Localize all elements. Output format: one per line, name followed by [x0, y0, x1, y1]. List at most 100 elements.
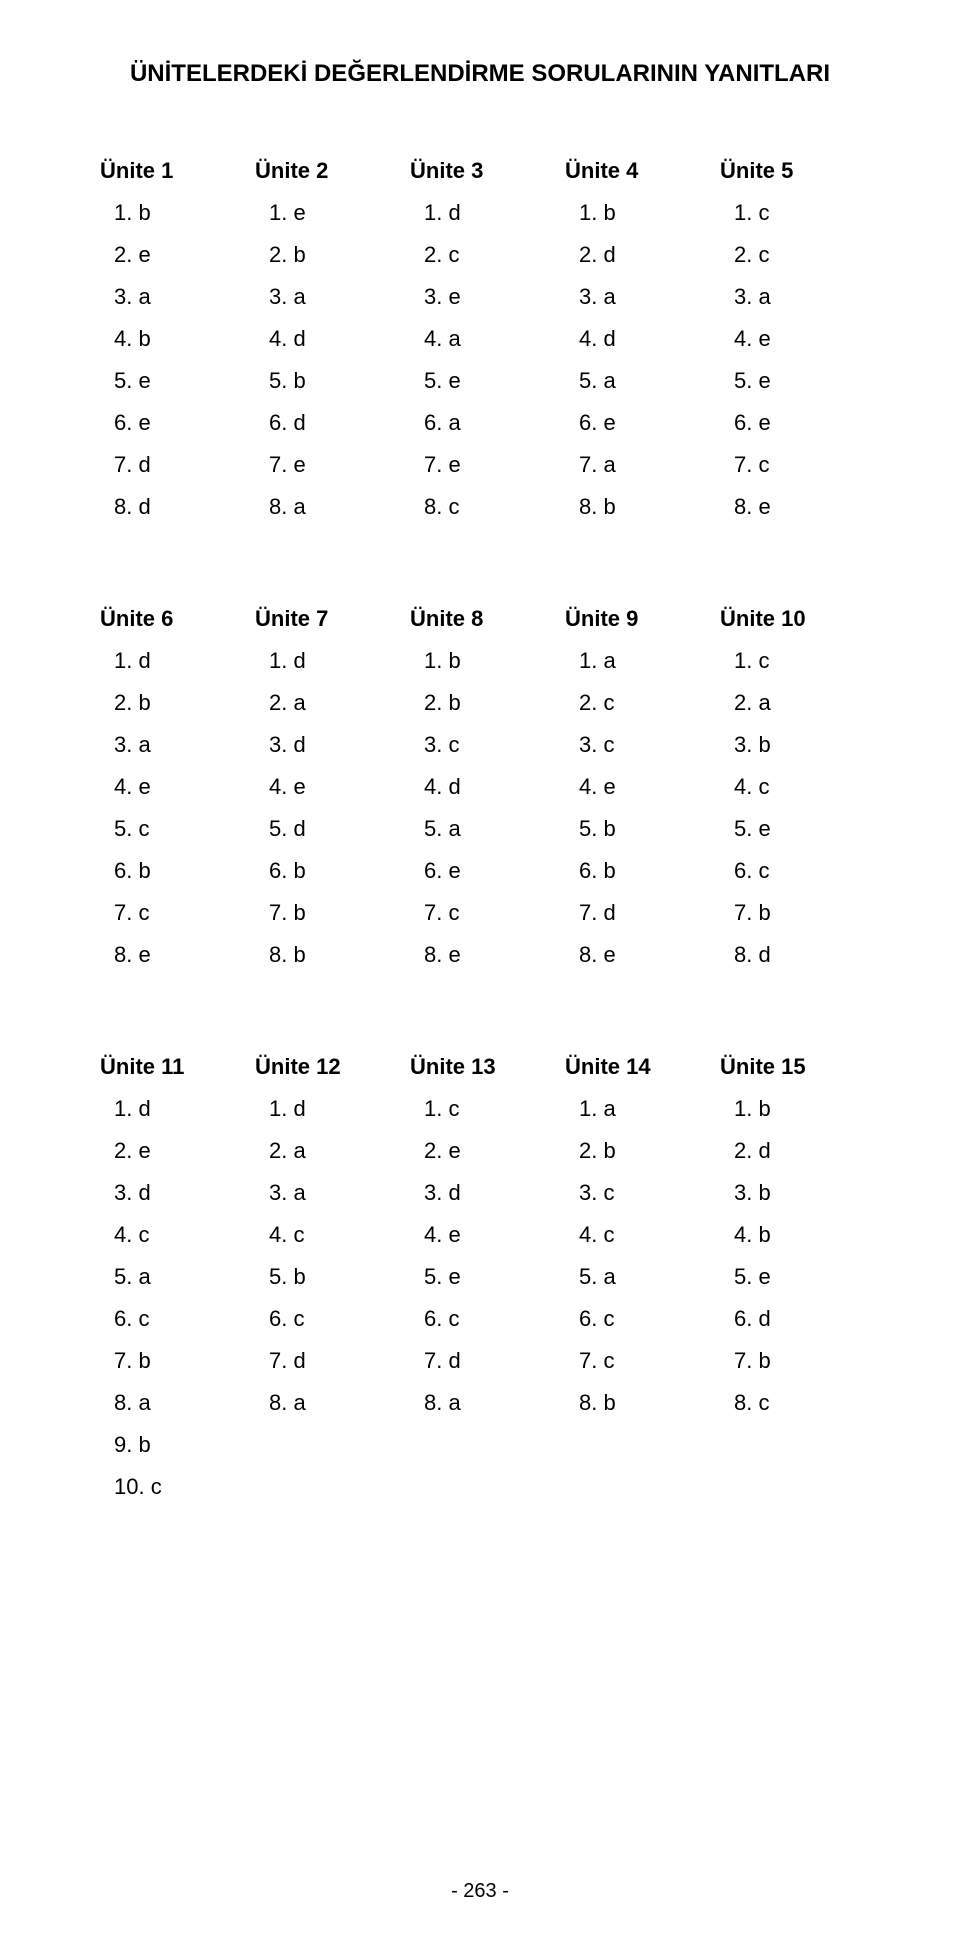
page: ÜNİTELERDEKİ DEĞERLENDİRME SORULARININ Y…	[0, 0, 960, 1953]
unit-header: Ünite 9	[565, 606, 705, 632]
answer-row: 3. a	[565, 284, 705, 310]
unit-header: Ünite 4	[565, 158, 705, 184]
answer-row: 7. d	[565, 900, 705, 926]
answer-row: 3. a	[100, 284, 240, 310]
answer-row: 2. e	[100, 1138, 240, 1164]
answer-row: 3. a	[100, 732, 240, 758]
answer-row: 4. b	[720, 1222, 860, 1248]
unit-column: Ünite 31. d2. c3. e4. a5. e6. a7. e8. c	[410, 158, 550, 536]
answer-row: 7. c	[565, 1348, 705, 1374]
answer-row: 5. e	[720, 1264, 860, 1290]
unit-header: Ünite 14	[565, 1054, 705, 1080]
answer-row: 2. b	[100, 690, 240, 716]
answer-row: 2. c	[410, 242, 550, 268]
answer-row: 2. d	[720, 1138, 860, 1164]
answer-row: 8. e	[565, 942, 705, 968]
answer-row: 8. c	[410, 494, 550, 520]
answer-row: 5. b	[255, 1264, 395, 1290]
answer-row: 4. d	[410, 774, 550, 800]
answer-row: 1. b	[720, 1096, 860, 1122]
answer-row: 5. d	[255, 816, 395, 842]
unit-column: Ünite 51. c2. c3. a4. e5. e6. e7. c8. e	[720, 158, 860, 536]
unit-column: Ünite 121. d2. a3. a4. c5. b6. c7. d8. a	[255, 1054, 395, 1516]
answer-row: 1. d	[410, 200, 550, 226]
answer-row: 6. c	[720, 858, 860, 884]
answer-row: 7. b	[720, 1348, 860, 1374]
unit-column: Ünite 41. b2. d3. a4. d5. a6. e7. a8. b	[565, 158, 705, 536]
answer-row: 3. d	[410, 1180, 550, 1206]
page-number: - 263 -	[0, 1880, 960, 1903]
answer-row: 8. b	[255, 942, 395, 968]
answer-row: 8. a	[255, 1390, 395, 1416]
answer-row: 2. b	[565, 1138, 705, 1164]
answer-row: 6. e	[565, 410, 705, 436]
answer-row: 3. b	[720, 1180, 860, 1206]
answer-row: 3. a	[255, 284, 395, 310]
answer-row: 6. d	[720, 1306, 860, 1332]
answer-row: 4. d	[255, 326, 395, 352]
answer-row: 2. e	[410, 1138, 550, 1164]
answer-row: 2. b	[255, 242, 395, 268]
answer-row: 4. d	[565, 326, 705, 352]
answer-row: 7. e	[410, 452, 550, 478]
answer-row: 5. a	[565, 1264, 705, 1290]
answer-row: 4. e	[565, 774, 705, 800]
answer-row: 5. b	[255, 368, 395, 394]
answer-row: 4. e	[255, 774, 395, 800]
answer-block: Ünite 111. d2. e3. d4. c5. a6. c7. b8. a…	[100, 1054, 860, 1516]
answer-row: 3. c	[410, 732, 550, 758]
unit-column: Ünite 15 1. b 2. d 3. b 4. b 5. e 6. d 7. b 8. c	[720, 1054, 860, 1516]
answer-row: 1. c	[720, 200, 860, 226]
answer-row: 7. d	[410, 1348, 550, 1374]
answer-row: 7. c	[720, 452, 860, 478]
answer-row: 5. a	[100, 1264, 240, 1290]
unit-column: Ünite 11. b2. e3. a4. b5. e6. e7. d8. d	[100, 158, 240, 536]
unit-header: Ünite 15	[720, 1054, 860, 1080]
answer-row: 1. d	[255, 1096, 395, 1122]
answer-row: 6. b	[100, 858, 240, 884]
answer-row: 8. c	[720, 1390, 860, 1416]
answer-block: Ünite 61. d2. b3. a4. e5. c6. b7. c8. eÜ…	[100, 606, 860, 984]
unit-column: Ünite 21. e2. b3. a4. d5. b6. d7. e8. a	[255, 158, 395, 536]
answer-row: 2. b	[410, 690, 550, 716]
answer-row: 2. a	[255, 690, 395, 716]
answer-row: 6. e	[720, 410, 860, 436]
answer-row: 1. c	[720, 648, 860, 674]
answer-row: 2. a	[255, 1138, 395, 1164]
unit-header: Ünite 6	[100, 606, 240, 632]
answer-row: 3. d	[255, 732, 395, 758]
answer-row: 4. e	[100, 774, 240, 800]
answer-row: 7. c	[100, 900, 240, 926]
unit-column: Ünite 81. b2. b3. c4. d5. a6. e7. c8. e	[410, 606, 550, 984]
answer-row: 7. b	[720, 900, 860, 926]
answer-row: 6. b	[565, 858, 705, 884]
answer-row: 5. e	[720, 368, 860, 394]
answer-row: 5. e	[100, 368, 240, 394]
unit-header: Ünite 3	[410, 158, 550, 184]
answer-row: 6. c	[410, 1306, 550, 1332]
answer-row: 1. b	[410, 648, 550, 674]
answer-blocks-container: Ünite 11. b2. e3. a4. b5. e6. e7. d8. dÜ…	[100, 158, 860, 1516]
answer-row: 5. a	[410, 816, 550, 842]
answer-row: 1. b	[565, 200, 705, 226]
answer-row: 7. b	[255, 900, 395, 926]
answer-row: 4. a	[410, 326, 550, 352]
answer-row: 1. a	[565, 648, 705, 674]
answer-row: 8. a	[100, 1390, 240, 1416]
answer-row: 3. c	[565, 1180, 705, 1206]
answer-row: 1. c	[410, 1096, 550, 1122]
answer-row: 1. d	[100, 648, 240, 674]
answer-row: 3. a	[255, 1180, 395, 1206]
answer-row: 7. d	[100, 452, 240, 478]
answer-row: 2. e	[100, 242, 240, 268]
unit-header: Ünite 10	[720, 606, 860, 632]
answer-row: 1. e	[255, 200, 395, 226]
answer-row: 4. b	[100, 326, 240, 352]
answer-row: 8. e	[100, 942, 240, 968]
answer-row: 3. b	[720, 732, 860, 758]
answer-row: 7. c	[410, 900, 550, 926]
answer-row: 1. b	[100, 200, 240, 226]
answer-row: 2. c	[720, 242, 860, 268]
answer-row: 8. b	[565, 1390, 705, 1416]
answer-row: 1. a	[565, 1096, 705, 1122]
